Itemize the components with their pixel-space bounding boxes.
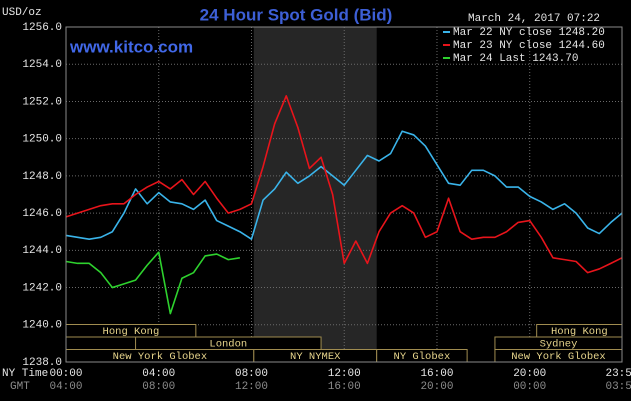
x2-tick-label: 04:00	[49, 381, 82, 393]
x-tick-label: 16:00	[420, 368, 453, 380]
legend-label: Mar 23 NY close 1244.60	[453, 40, 605, 52]
x-axis-label: NY Time	[2, 368, 48, 380]
y-tick-label: 1254.0	[22, 59, 62, 71]
x2-tick-label: 03:59	[605, 381, 631, 393]
x2-axis-label: GMT	[10, 381, 30, 393]
x-tick-label: 23:59	[605, 368, 631, 380]
y-tick-label: 1238.0	[22, 357, 62, 369]
session-label: Hong Kong	[103, 326, 160, 338]
session-shade	[253, 27, 377, 362]
chart-title: 24 Hour Spot Gold (Bid)	[200, 5, 393, 24]
x2-tick-label: 12:00	[235, 381, 268, 393]
chart-subtitle: www.kitco.com	[69, 37, 193, 56]
y-tick-label: 1256.0	[22, 22, 62, 34]
session-label: London	[209, 338, 247, 350]
x2-tick-label: 08:00	[142, 381, 175, 393]
unit-label: USD/oz	[2, 7, 42, 19]
x2-tick-label: 20:00	[420, 381, 453, 393]
y-tick-label: 1248.0	[22, 171, 62, 183]
x-tick-label: 08:00	[235, 368, 268, 380]
x-tick-label: 00:00	[49, 368, 82, 380]
y-tick-label: 1246.0	[22, 208, 62, 220]
session-label: New York Globex	[113, 351, 208, 363]
y-tick-label: 1240.0	[22, 320, 62, 332]
line-layer	[65, 95, 623, 315]
y-tick-label: 1252.0	[22, 96, 62, 108]
session-label: Sydney	[540, 338, 578, 350]
timestamp: March 24, 2017 07:22	[468, 13, 600, 25]
x-tick-label: 20:00	[513, 368, 546, 380]
session-label: NY NYMEX	[290, 351, 341, 363]
session-label: New York Globex	[511, 351, 606, 363]
shade-layer	[253, 27, 377, 362]
session-label: NY Globex	[394, 351, 451, 363]
legend-label: Mar 22 NY close 1248.20	[453, 27, 605, 39]
y-tick-label: 1242.0	[22, 282, 62, 294]
x-tick-label: 12:00	[328, 368, 361, 380]
x2-tick-label: 00:00	[513, 381, 546, 393]
legend-label: Mar 24 Last 1243.70	[453, 53, 578, 65]
plot-frame	[65, 26, 623, 363]
session-label: Hong Kong	[551, 326, 608, 338]
x2-tick-label: 16:00	[328, 381, 361, 393]
y-tick-label: 1244.0	[22, 245, 62, 257]
series-line	[65, 130, 623, 240]
series-line	[65, 251, 241, 315]
series-line	[65, 95, 623, 274]
y-tick-label: 1250.0	[22, 134, 62, 146]
text-layer: 1238.0 1240.0 1242.0 1244.0 1246.0 1248.0 1250…	[22, 22, 631, 393]
x-tick-label: 04:00	[142, 368, 175, 380]
